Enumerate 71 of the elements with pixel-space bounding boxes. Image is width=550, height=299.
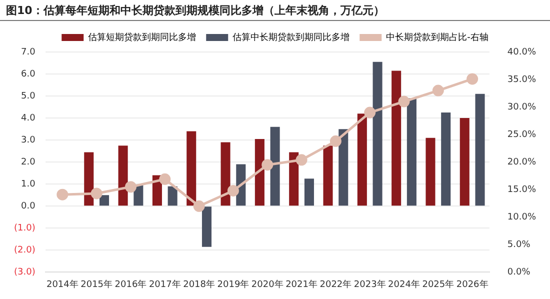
bar: [168, 186, 178, 206]
bar: [289, 152, 299, 206]
bar: [357, 114, 367, 206]
y2-tick-label: 35.0%: [507, 74, 536, 85]
x-tick-label: 2026年: [456, 278, 488, 290]
y-tick-label: (2.0): [14, 246, 36, 256]
y2-tick-label: 40.0%: [507, 47, 536, 58]
y-tick-label: 7.0: [21, 47, 36, 58]
chart-title: 图10：估算每年短期和中长期贷款到期规模同比多增（上年末视角，万亿元）: [0, 0, 550, 21]
point: [262, 159, 274, 171]
point: [432, 84, 444, 96]
y-tick-label: 1.0: [21, 179, 36, 190]
legend-label: 估算中长期贷款到期同比多增: [232, 32, 350, 43]
point: [330, 135, 342, 147]
x-tick-label: 2018年: [183, 278, 216, 290]
x-tick-label: 2020年: [251, 278, 284, 290]
point: [466, 73, 478, 85]
y-tick-label: 5.0: [21, 91, 36, 102]
y-tick-label: (1.0): [14, 224, 36, 234]
point: [364, 106, 376, 118]
x-tick-label: 2019年: [217, 278, 250, 290]
point: [193, 200, 205, 212]
point: [227, 184, 239, 196]
bar: [254, 138, 264, 206]
y2-tick-label: 0.0%: [507, 268, 531, 278]
bar: [426, 138, 436, 206]
y2-tick-label: 25.0%: [507, 130, 536, 140]
bar: [323, 146, 333, 206]
x-tick-label: 2022年: [320, 278, 352, 290]
bar: [118, 146, 128, 206]
bar: [475, 94, 485, 206]
x-tick-label: 2024年: [388, 278, 420, 290]
point: [124, 181, 136, 193]
y2-tick-label: 20.0%: [507, 157, 536, 168]
point: [398, 96, 410, 108]
bar: [202, 206, 212, 247]
y-tick-label: 6.0: [21, 69, 36, 80]
point: [56, 188, 68, 200]
bar: [84, 152, 94, 206]
x-tick-label: 2015年: [80, 278, 113, 290]
y2-tick-label: 30.0%: [507, 102, 536, 112]
y2-tick-label: 5.0%: [507, 240, 531, 250]
bar: [99, 195, 110, 206]
legend-label: 估算短期贷款到期同比多增: [88, 32, 196, 43]
y-tick-label: 3.0: [21, 135, 36, 146]
point: [90, 188, 102, 200]
bar: [406, 98, 416, 206]
x-tick-label: 2017年: [148, 278, 181, 290]
y-tick-label: (3.0): [14, 268, 36, 278]
y-tick-label: 4.0: [21, 113, 36, 124]
x-tick-label: 2025年: [422, 278, 454, 290]
bar: [220, 142, 230, 206]
legend-label: 中长期贷款到期占比-右轴: [386, 32, 488, 43]
point: [159, 173, 171, 185]
y-tick-label: 0.0: [21, 201, 36, 212]
y2-tick-label: 10.0%: [507, 212, 536, 222]
bar: [372, 62, 382, 206]
point: [296, 154, 308, 166]
bar: [392, 70, 402, 206]
bar: [270, 126, 280, 206]
x-tick-label: 2014年: [46, 278, 78, 290]
y2-tick-label: 15.0%: [507, 184, 536, 195]
x-tick-label: 2016年: [114, 278, 147, 290]
y-tick-label: 2.0: [21, 157, 36, 168]
x-tick-label: 2021年: [286, 278, 318, 290]
x-tick-label: 2023年: [354, 278, 386, 290]
bar: [338, 129, 348, 206]
bar: [304, 178, 314, 206]
bar: [460, 118, 470, 206]
bar: [441, 112, 451, 206]
bar: [186, 131, 196, 206]
